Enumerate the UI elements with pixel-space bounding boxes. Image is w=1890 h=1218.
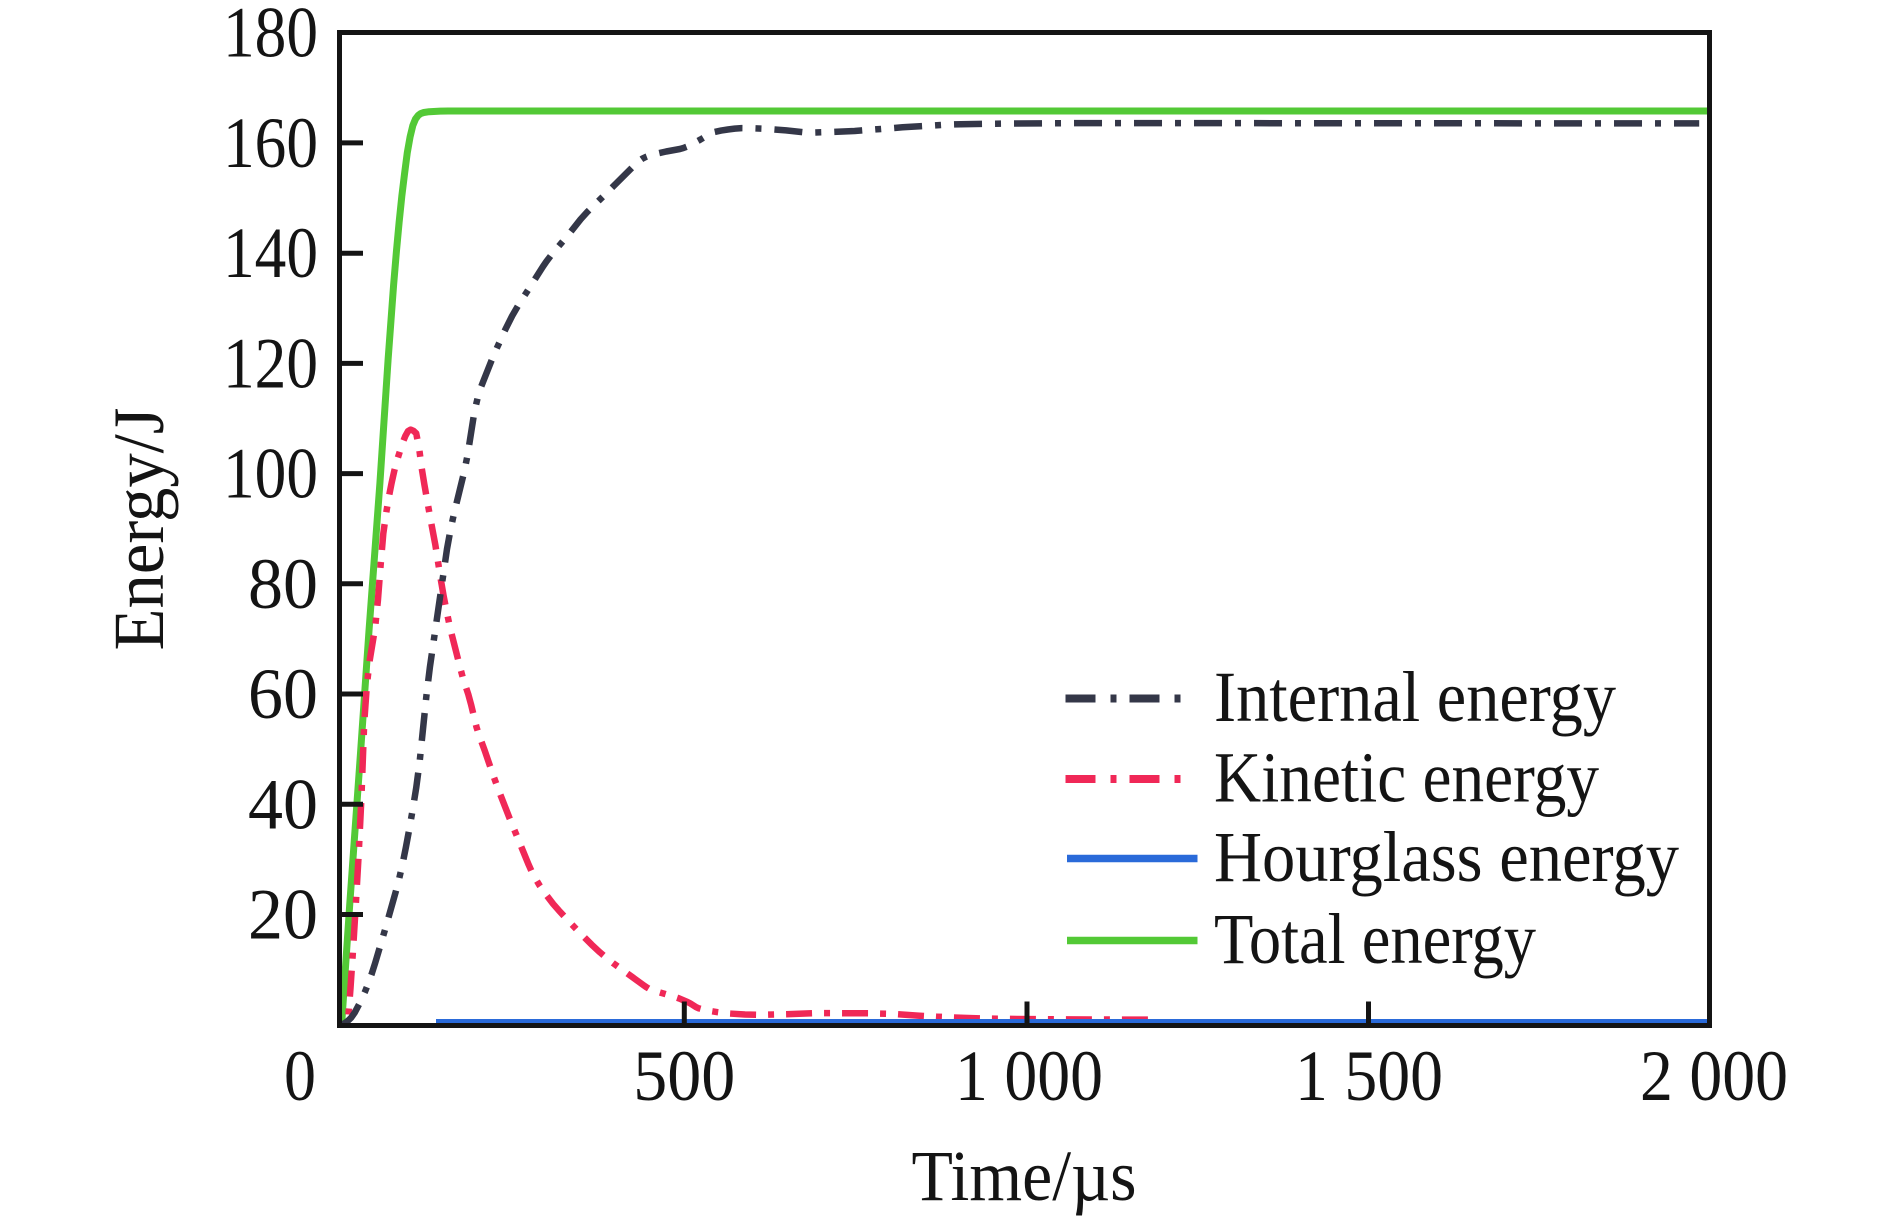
svg-text:1 000: 1 000 [955,1036,1103,1116]
svg-text:120: 120 [223,323,318,403]
svg-text:20: 20 [248,875,318,955]
svg-text:Time/µs: Time/µs [912,1136,1137,1216]
svg-text:140: 140 [223,213,318,293]
svg-text:0: 0 [284,1036,316,1116]
svg-text:80: 80 [248,544,318,624]
svg-text:2 000: 2 000 [1640,1036,1788,1116]
svg-text:Kinetic energy: Kinetic energy [1214,738,1599,818]
svg-text:100: 100 [223,434,318,514]
svg-text:Energy/J: Energy/J [99,408,179,651]
svg-text:Internal energy: Internal energy [1214,657,1616,737]
svg-text:Hourglass energy: Hourglass energy [1214,817,1679,897]
svg-text:500: 500 [633,1036,735,1116]
svg-text:1 500: 1 500 [1295,1036,1443,1116]
svg-text:Total energy: Total energy [1214,899,1536,979]
svg-text:180: 180 [223,0,318,73]
svg-text:40: 40 [248,764,318,844]
svg-text:60: 60 [248,654,318,734]
svg-text:160: 160 [223,103,318,183]
